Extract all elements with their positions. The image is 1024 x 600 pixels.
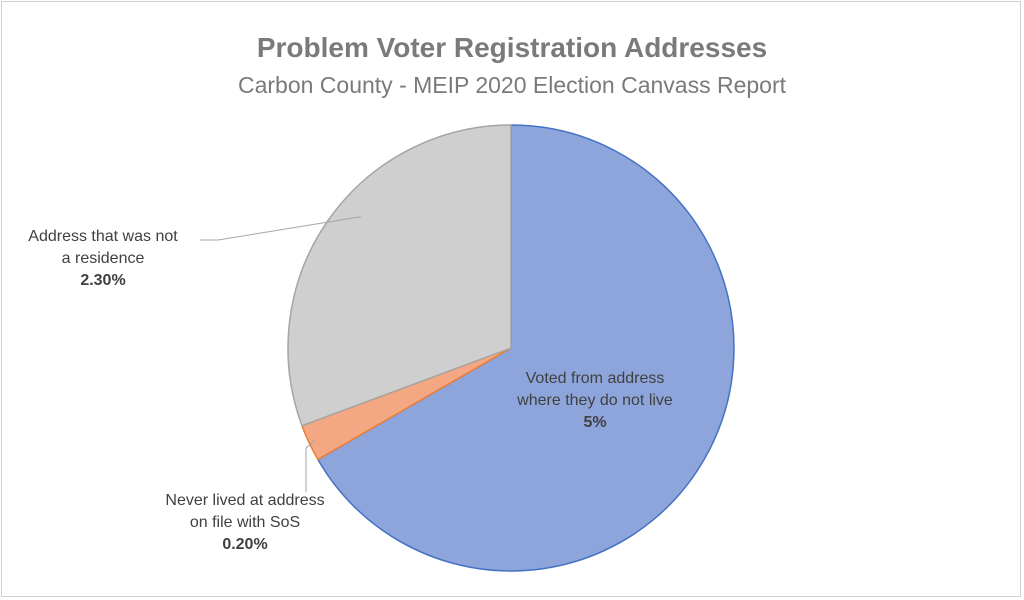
slice-label-never-lived: Never lived at address on file with SoS … (130, 490, 360, 556)
slice-label-voted-elsewhere: Voted from address where they do not liv… (480, 368, 710, 434)
slice-label-line: Never lived at address (165, 492, 325, 509)
slice-percentage: 5% (583, 414, 607, 431)
slice-not-residence (287, 124, 512, 427)
slice-percentage: 0.20% (222, 536, 268, 553)
slice-label-line: on file with SoS (189, 514, 301, 531)
slice-label-line: Address that was not (28, 228, 178, 245)
slice-label-not-residence: Address that was not a residence 2.30% (0, 226, 206, 292)
slice-label-line: a residence (61, 250, 145, 267)
chart-subtitle: Carbon County - MEIP 2020 Election Canva… (237, 72, 787, 98)
slice-percentage: 2.30% (80, 272, 126, 289)
leader-line-not-residence (200, 216, 361, 241)
slice-label-line: where they do not live (517, 392, 673, 409)
chart-title: Problem Voter Registration Addresses (256, 32, 768, 63)
slice-voted-elsewhere (316, 124, 735, 572)
leader-line-never-lived (305, 440, 315, 492)
slice-label-line: Voted from address (525, 370, 665, 387)
